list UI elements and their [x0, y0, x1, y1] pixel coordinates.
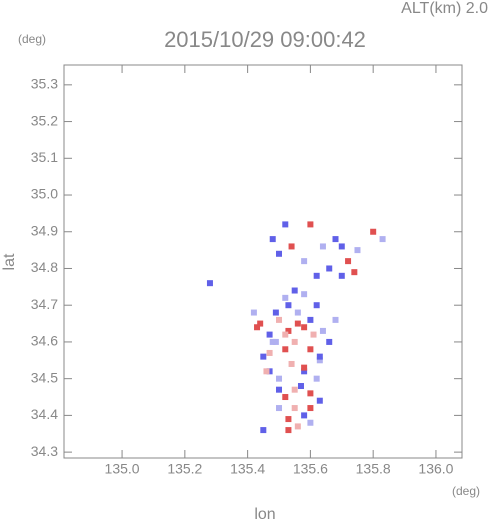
x-tick-label: 135.6: [293, 461, 328, 477]
data-cell: [276, 405, 283, 412]
data-cell: [269, 236, 276, 243]
data-cell: [282, 294, 289, 301]
data-cell: [285, 327, 292, 334]
y-tick-label: 35.2: [31, 112, 58, 128]
data-cell: [266, 349, 273, 356]
y-tick-label: 34.4: [31, 406, 58, 422]
y-tick-label: 34.5: [31, 369, 58, 385]
data-cell: [291, 338, 298, 345]
data-cell: [282, 331, 289, 338]
data-cell: [272, 338, 279, 345]
data-cell: [345, 258, 352, 265]
chart-title: 2015/10/29 09:00:42: [164, 27, 366, 52]
data-cell: [307, 390, 314, 397]
data-cell: [313, 375, 320, 382]
data-cell: [301, 364, 308, 371]
data-cell: [301, 324, 308, 331]
x-axis-label: lon: [254, 506, 275, 521]
data-cell: [297, 383, 304, 390]
data-cell: [301, 291, 308, 298]
data-cell: [313, 272, 320, 279]
data-cell: [294, 423, 301, 430]
y-unit: (deg): [18, 32, 46, 46]
data-cell: [288, 243, 295, 250]
data-cell: [206, 280, 213, 287]
y-tick-label: 35.0: [31, 186, 58, 202]
data-cell: [316, 357, 323, 364]
data-cell: [379, 236, 386, 243]
data-cell: [294, 320, 301, 327]
data-cell: [307, 419, 314, 426]
y-tick-label: 35.3: [31, 76, 58, 92]
y-tick-label: 34.8: [31, 259, 58, 275]
data-cell: [276, 375, 283, 382]
data-cell: [276, 316, 283, 323]
x-tick-label: 135.4: [230, 461, 265, 477]
data-cell: [282, 221, 289, 228]
x-unit: (deg): [452, 484, 480, 498]
data-cell: [316, 353, 323, 360]
data-cell: [301, 412, 308, 419]
x-tick-label: 135.2: [167, 461, 202, 477]
data-cell: [282, 394, 289, 401]
data-cell: [269, 338, 276, 345]
data-cell: [338, 243, 345, 250]
data-cell: [351, 269, 358, 276]
data-cell: [301, 258, 308, 265]
data-cell: [291, 405, 298, 412]
data-cell: [266, 368, 273, 375]
data-cell: [313, 302, 320, 309]
plot-frame: [63, 64, 463, 459]
data-cell: [326, 265, 333, 272]
data-cell: [254, 324, 261, 331]
data-cell: [307, 346, 314, 353]
data-cell: [291, 386, 298, 393]
y-tick-label: 34.6: [31, 333, 58, 349]
data-cell: [294, 309, 301, 316]
y-axis-label: lat: [1, 253, 18, 270]
data-cell: [263, 368, 270, 375]
data-cell: [272, 309, 279, 316]
data-cell: [276, 250, 283, 257]
data-cell: [319, 327, 326, 334]
data-cell: [319, 243, 326, 250]
data-cell: [250, 309, 257, 316]
data-cell: [266, 331, 273, 338]
data-cell: [301, 368, 308, 375]
data-cell: [257, 320, 264, 327]
data-cell: [291, 287, 298, 294]
data-cell: [288, 360, 295, 367]
x-tick-label: 135.8: [356, 461, 391, 477]
data-cell: [260, 353, 267, 360]
y-tick-label: 35.1: [31, 149, 58, 165]
data-cell: [332, 236, 339, 243]
data-cell: [316, 397, 323, 404]
data-cell: [307, 221, 314, 228]
y-tick-label: 34.9: [31, 222, 58, 238]
data-cell: [260, 427, 267, 434]
x-tick-label: 136.0: [418, 461, 453, 477]
data-cell: [326, 338, 333, 345]
data-cell: [285, 427, 292, 434]
data-cell: [307, 316, 314, 323]
data-cell: [276, 386, 283, 393]
data-cell: [354, 247, 361, 254]
data-cell: [285, 302, 292, 309]
data-cell: [285, 416, 292, 423]
data-cell: [332, 316, 339, 323]
data-cell: [282, 346, 289, 353]
x-tick-label: 135.0: [105, 461, 140, 477]
data-cell: [370, 228, 377, 235]
data-cell: [310, 331, 317, 338]
y-tick-label: 34.7: [31, 296, 58, 312]
data-cell: [307, 405, 314, 412]
data-cell: [338, 272, 345, 279]
chart-subtitle: ALT(km) 2.0: [401, 0, 488, 17]
y-tick-label: 34.3: [31, 443, 58, 459]
